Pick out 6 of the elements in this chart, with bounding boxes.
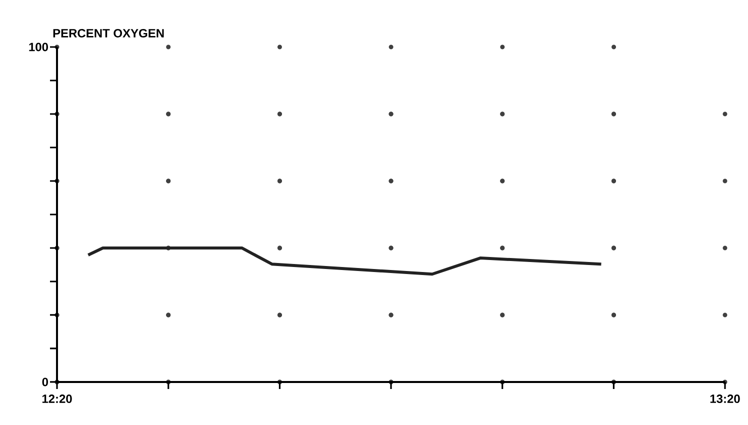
x-tick-label: 12:20: [42, 394, 72, 404]
line-series: [86, 246, 603, 276]
x-tick-label: 13:20: [710, 394, 740, 404]
y-tick-label: 100: [29, 42, 48, 52]
y-axis-title: PERCENT OXYGEN: [53, 28, 164, 38]
y-tick-label: 0: [42, 378, 48, 386]
